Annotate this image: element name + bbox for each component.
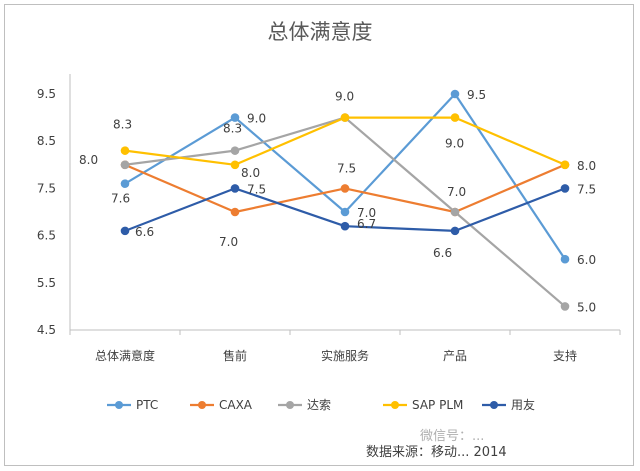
data-label: 7.5	[247, 182, 266, 196]
y-tick-label: 5.5	[37, 276, 56, 290]
data-label: 6.6	[433, 246, 452, 260]
series-line-SAP PLM	[124, 116, 566, 166]
data-label: 8.0	[241, 166, 260, 180]
y-tick-label: 6.5	[37, 229, 56, 243]
source-note: 数据来源：移动... 2014	[366, 445, 507, 460]
data-label: 9.0	[335, 90, 354, 104]
legend-label: PTC	[136, 398, 158, 412]
data-label: 9.0	[247, 112, 266, 126]
data-label: 8.3	[223, 122, 242, 136]
y-tick-label: 7.5	[37, 181, 56, 195]
x-tick-label: 总体满意度	[95, 348, 155, 363]
data-label: 8.0	[79, 153, 98, 167]
data-label: 8.3	[113, 118, 132, 132]
legend-label: SAP PLM	[412, 398, 463, 412]
legend-marker	[198, 401, 206, 409]
data-point	[120, 226, 130, 236]
x-tick-label: 支持	[553, 348, 577, 363]
legend-label: 用友	[511, 398, 535, 412]
y-tick-label: 9.5	[37, 87, 56, 101]
data-point	[230, 146, 240, 155]
data-label: 6.7	[357, 217, 376, 231]
data-label: 7.0	[357, 206, 376, 220]
legend-item: CAXA	[190, 398, 253, 412]
series-lines	[124, 92, 566, 308]
legend-marker	[115, 401, 123, 409]
data-point	[340, 113, 350, 122]
data-label: 9.0	[445, 137, 464, 151]
chart-title: 总体满意度	[268, 20, 373, 44]
data-point	[450, 89, 460, 99]
data-label: 7.5	[337, 161, 356, 175]
legend-marker	[391, 401, 399, 409]
y-tick-label: 8.5	[37, 134, 56, 148]
axes: 9.5 8.5 7.5 6.5 5.5 4.5 总体满意度 售前 实施服务 产品 支持	[37, 74, 621, 363]
data-point	[560, 160, 570, 170]
legend-item: SAP PLM	[383, 398, 463, 412]
data-point	[230, 207, 240, 217]
data-label: 5.0	[577, 300, 596, 314]
data-point	[120, 160, 130, 170]
legend-marker	[286, 401, 294, 409]
data-label: 7.6	[111, 192, 130, 206]
data-label: 7.0	[219, 235, 238, 249]
data-point	[230, 184, 240, 193]
series-points	[120, 89, 570, 311]
legend-marker	[490, 401, 498, 409]
chart-frame	[4, 4, 634, 466]
legend: PTC CAXA 达索 SAP PLM 用友	[107, 398, 535, 412]
data-point	[450, 207, 460, 217]
legend-item: 用友	[482, 398, 535, 412]
legend-item: PTC	[107, 398, 158, 412]
data-point	[560, 302, 570, 311]
legend-item: 达索	[278, 398, 331, 412]
data-labels: 7.6 9.0 7.0 9.5 6.0 8.0 7.0 7.5 7.0 8.0 8.3 5.0 8.3 8…	[79, 88, 596, 314]
data-label: 6.0	[577, 253, 596, 267]
data-label: 7.0	[447, 185, 466, 199]
data-label: 6.6	[135, 225, 154, 239]
data-point	[230, 113, 240, 122]
watermark: 微信号：...	[420, 429, 484, 444]
data-point	[340, 184, 350, 193]
data-point	[450, 226, 460, 236]
y-tick-label: 4.5	[37, 323, 56, 337]
data-label: 9.5	[467, 88, 486, 102]
data-point	[560, 184, 570, 193]
x-tick-label: 售前	[223, 348, 247, 363]
legend-label: CAXA	[219, 398, 253, 412]
data-point	[560, 254, 570, 264]
data-point	[340, 207, 350, 217]
data-label: 8.0	[577, 159, 596, 173]
data-point	[120, 179, 130, 188]
legend-label: 达索	[307, 398, 331, 412]
data-point	[450, 113, 460, 122]
data-point	[230, 160, 240, 170]
x-tick-label: 实施服务	[321, 348, 369, 363]
data-point	[340, 221, 350, 231]
x-tick-label: 产品	[443, 349, 467, 363]
data-label: 7.5	[577, 182, 596, 196]
data-point	[120, 146, 130, 155]
